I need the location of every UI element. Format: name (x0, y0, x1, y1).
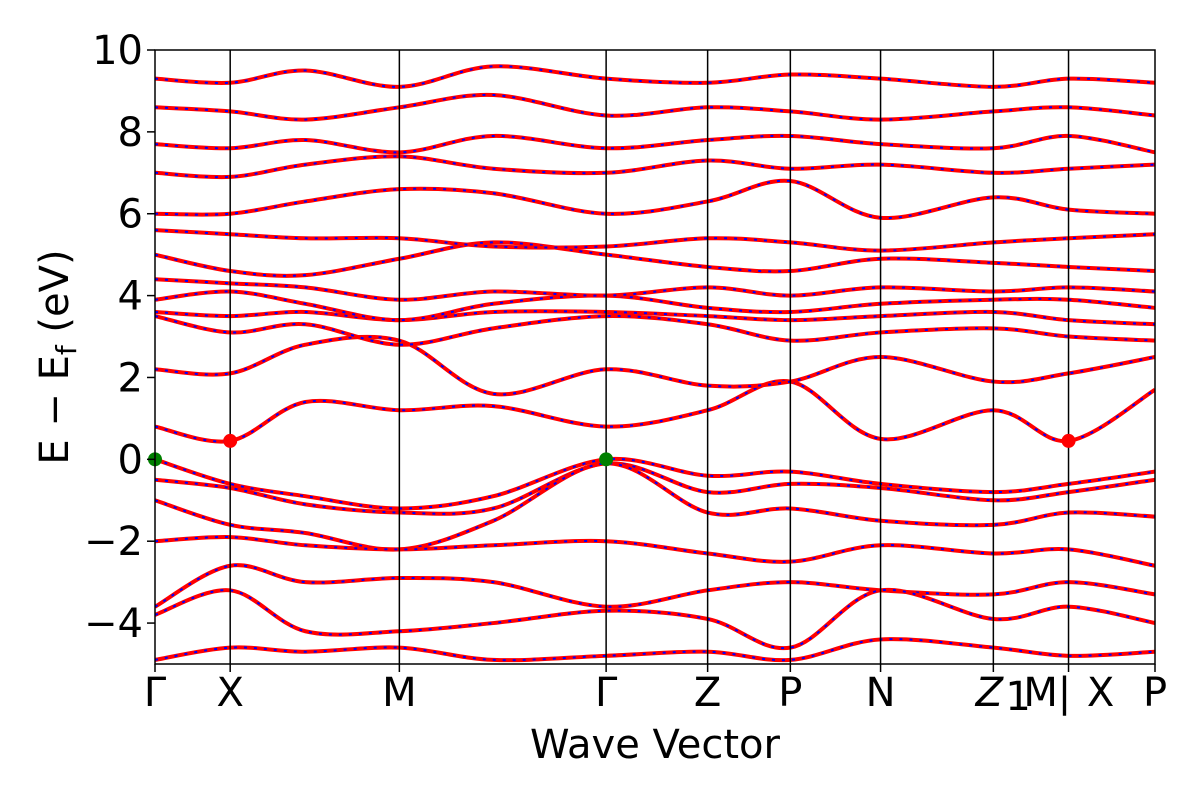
x-axis-ticks: Γ X M Γ Z P N PZ 1M | X (144, 664, 1167, 720)
band-line-14-blue (155, 462, 1155, 515)
band-edge-marker-3 (1061, 433, 1076, 448)
band-line-8-blue (155, 179, 1155, 219)
band-line-18-blue (155, 588, 1155, 650)
y-tick-label: 10 (92, 28, 143, 74)
band-line-3-blue (155, 310, 1155, 326)
band-line-15-blue (155, 462, 1155, 551)
x-tick-label-m: M (1023, 670, 1058, 716)
y-axis-ticks: 10 8 6 4 2 0 −2 −4 (84, 28, 155, 647)
x-tick-label-bar: | (1058, 670, 1071, 716)
x-tick-label: Γ (595, 670, 618, 716)
kpath-lines (229, 50, 1070, 664)
band-line-2-red (155, 314, 1155, 347)
x-tick-label: Γ (144, 670, 167, 716)
x-tick-label: X (216, 670, 243, 716)
y-axis-title-unit: (eV) (32, 249, 78, 345)
band-line-19-red (155, 637, 1155, 663)
band-line-0-red (155, 379, 1155, 444)
band-line-18-red (155, 587, 1155, 651)
x-axis-title: Wave Vector (530, 722, 781, 768)
band-line-2-blue (155, 315, 1155, 346)
band-edge-marker-2 (599, 452, 614, 467)
band-line-15-red (155, 461, 1155, 552)
y-tick-label: 6 (118, 192, 143, 238)
x-tick-label: P (778, 670, 802, 716)
x-tick-label: P (1143, 670, 1167, 716)
y-tick-label: 8 (118, 110, 143, 156)
band-line-16-red (155, 535, 1155, 568)
band-line-0-blue (155, 380, 1155, 443)
band-edge-marker-1 (223, 433, 238, 448)
y-axis-title-main: E − E (32, 355, 78, 465)
band-line-4-blue (155, 290, 1155, 322)
plot-frame (154, 49, 1156, 665)
band-line-12-blue (155, 65, 1155, 88)
y-tick-label: 4 (118, 274, 143, 320)
band-line-8-red (155, 178, 1155, 220)
markers-layer (148, 433, 1076, 467)
y-tick-label: 2 (118, 355, 143, 401)
bands-layer (155, 64, 1155, 663)
x-tick-label: M (382, 670, 417, 716)
band-line-1-red (155, 334, 1155, 397)
band-line-6-blue (155, 241, 1155, 277)
x-tick-label-z1: Z (975, 670, 1005, 716)
y-axis-title: E − Ef (eV) (32, 249, 83, 464)
x-tick-label: N (866, 670, 896, 716)
band-line-6-red (155, 240, 1155, 278)
y-tick-label: 0 (118, 437, 143, 483)
y-tick-label: −2 (84, 519, 143, 565)
band-line-7-red (155, 228, 1155, 253)
band-line-11-red (155, 92, 1155, 122)
band-line-11-blue (155, 93, 1155, 121)
band-line-19-blue (155, 638, 1155, 662)
y-tick-label: −4 (84, 601, 143, 647)
x-tick-label-z1-subscript: 1 (1005, 674, 1030, 720)
y-axis-title-subscript: f (50, 344, 83, 355)
band-line-13-blue (155, 457, 1155, 510)
band-line-17-red (155, 563, 1155, 609)
band-line-10-red (155, 133, 1155, 155)
band-line-4-red (155, 289, 1155, 323)
band-line-12-red (155, 64, 1155, 89)
x-tick-label-x2: X (1087, 670, 1114, 716)
band-line-5-red (155, 277, 1155, 302)
x-tick-label: Z (694, 670, 721, 716)
band-line-14-red (155, 461, 1155, 516)
band-line-10-blue (155, 134, 1155, 154)
